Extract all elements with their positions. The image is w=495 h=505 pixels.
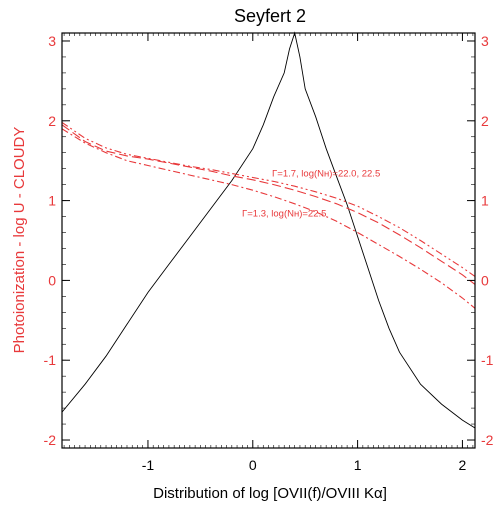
plot-frame (61, 32, 476, 449)
y-tick-label-left: 3 (48, 33, 56, 49)
x-tick-label: 1 (354, 457, 362, 473)
y-tick-label-left: 2 (48, 113, 56, 129)
y-tick-label-left: 1 (48, 193, 56, 209)
y-tick-label-right: 2 (481, 113, 489, 129)
x-tick-label: -1 (142, 457, 155, 473)
y-tick-label-right: -1 (481, 352, 494, 368)
x-tick-label: 0 (249, 457, 257, 473)
model-line-dash-dot (61, 128, 476, 309)
y-tick-label-right: 0 (481, 272, 489, 288)
axis-tick-labels: -1 0 1 2 -2 -2 -1 -1 0 0 1 1 2 2 3 3 (44, 33, 494, 473)
x-tick-label: 2 (459, 457, 467, 473)
model-line-dash-dot-dot (61, 121, 476, 277)
y-tick-label-right: 1 (481, 193, 489, 209)
y-axis-label: Photoionization - log U - CLOUDY (11, 127, 28, 354)
y-tick-label-right: -2 (481, 432, 494, 448)
axis-ticks (62, 33, 475, 448)
y-tick-label-left: 0 (48, 272, 56, 288)
y-tick-label-left: -1 (44, 352, 57, 368)
x-axis-label: Distribution of log [OVII(f)/OVIII Kα] (153, 485, 387, 502)
annotation-gamma-1.7: Γ=1.7, log(Nʜ)=22.0, 22.5 (272, 169, 380, 180)
y-tick-label-left: -2 (44, 432, 57, 448)
distribution-curve (61, 31, 476, 429)
annotation-gamma-1.3: Γ=1.3, log(Nʜ)=22.5 (242, 209, 326, 220)
plot-curves (61, 31, 476, 429)
y-tick-label-right: 3 (481, 33, 489, 49)
model-line-dashed (61, 124, 476, 285)
chart-title: Seyfert 2 (234, 6, 306, 26)
